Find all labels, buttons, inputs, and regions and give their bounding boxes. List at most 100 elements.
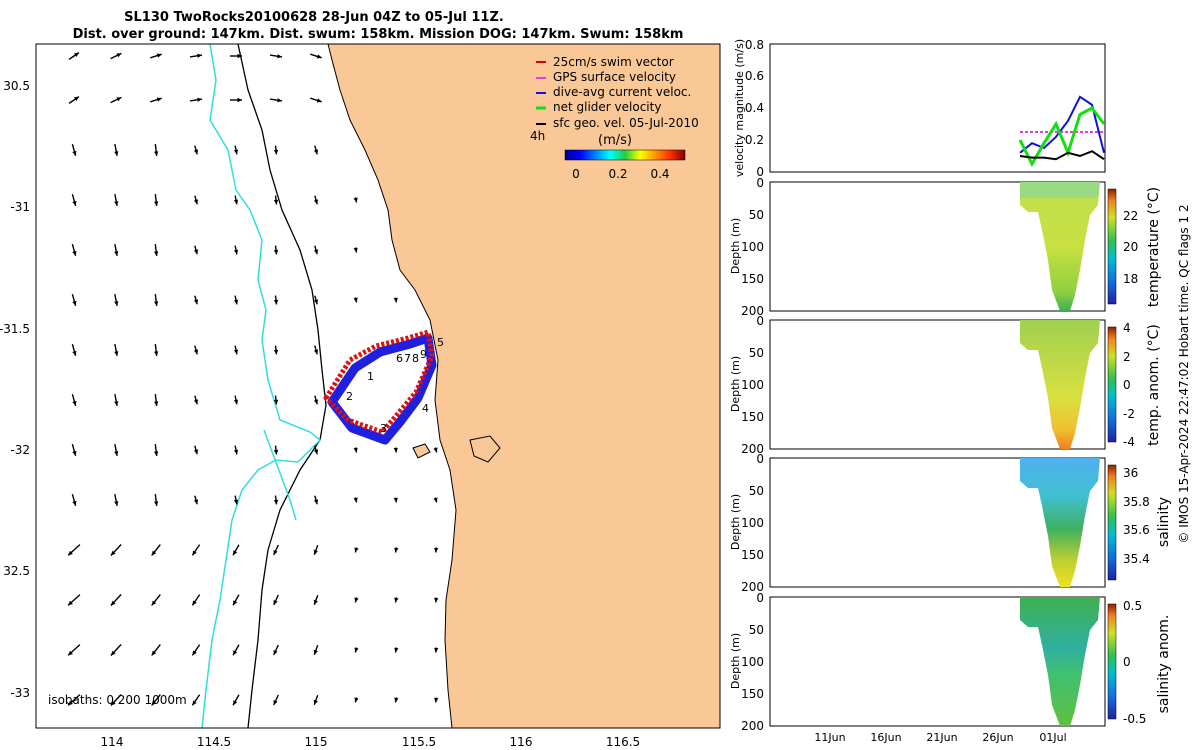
depth-tick: 0 <box>756 314 764 328</box>
lon-tick: 115 <box>305 735 328 749</box>
current-vector-arrowhead <box>193 299 199 305</box>
velocity-series-line <box>1018 106 1106 168</box>
current-vector-arrowhead <box>233 499 239 505</box>
salinity-cb-tick: 35.4 <box>1123 552 1150 566</box>
current-vector-arrowhead <box>233 249 239 255</box>
depth-tick: 150 <box>741 548 764 562</box>
track-label-2: 2 <box>346 390 353 403</box>
velocity-series <box>1018 95 1106 168</box>
current-vector-arrowhead <box>354 647 359 653</box>
map-panel: 1 2 3 4 5 6 7 8 9 114 114.5 115 115.5 11… <box>0 43 721 749</box>
speed-colorbar-tick: 0.2 <box>608 167 627 181</box>
current-vector-arrowhead <box>353 297 358 303</box>
current-vector-arrowhead <box>110 700 116 706</box>
lat-tick: 30.5 <box>3 79 30 93</box>
current-vector-arrowhead <box>154 251 159 256</box>
salinity-anom-cb-tick: 0 <box>1123 655 1131 669</box>
track-label-7: 7 <box>404 352 411 365</box>
current-vector-arrowhead <box>434 547 439 553</box>
velocity-series-line <box>1019 95 1105 154</box>
lon-tick: 114.5 <box>197 735 231 749</box>
current-vector-arrowhead <box>316 98 322 103</box>
current-vector-arrowhead <box>313 599 318 605</box>
current-vector-arrowhead <box>394 547 399 553</box>
current-vector-arrowhead <box>273 299 279 305</box>
swim-vector-track <box>323 329 435 435</box>
legend-item: sfc geo. vel. 05-Jul-2010 <box>553 116 699 130</box>
current-vector-arrowhead <box>233 149 239 155</box>
date-tick: 01Jul <box>1039 731 1066 744</box>
temp-anom-cb-tick: 2 <box>1123 350 1131 364</box>
section-depth-label: Depth (m) <box>729 633 742 689</box>
current-vector-arrowhead <box>116 53 122 58</box>
current-vector-arrowhead <box>233 299 239 305</box>
current-vector-arrowhead <box>154 201 159 206</box>
depth-tick: 200 <box>741 304 764 318</box>
current-vector-arrowhead <box>193 349 199 355</box>
temp-anom-cb-tick: 0 <box>1123 378 1131 392</box>
section-salinity: 36 35.8 35.6 35.4 salinity Depth (m) 0 5… <box>729 452 1172 594</box>
speed-colorbar-tick: 0 <box>572 167 580 181</box>
current-vector-arrowhead <box>72 200 77 206</box>
temp-anom-cb-tick: -2 <box>1123 407 1135 421</box>
current-vector-arrowhead <box>114 251 119 256</box>
land-mass <box>327 43 721 729</box>
current-vector-arrowhead <box>313 399 319 405</box>
current-vector-arrowhead <box>72 400 77 406</box>
current-vector-arrowhead <box>354 697 359 703</box>
track-label-5: 5 <box>437 336 444 349</box>
map-frame <box>35 43 721 729</box>
current-vector-arrowhead <box>393 297 398 303</box>
salinity-colorbar <box>1107 464 1117 581</box>
island <box>412 443 431 459</box>
current-vector-arrowhead <box>233 650 238 656</box>
current-vector-arrowhead <box>233 600 238 606</box>
current-vector-arrowhead <box>74 96 79 101</box>
depth-tick: 150 <box>741 410 764 424</box>
current-vector-arrowhead <box>393 497 398 503</box>
current-vector-arrowhead <box>192 550 197 556</box>
current-vector-arrowhead <box>273 399 279 405</box>
section-depth-label: Depth (m) <box>729 218 742 274</box>
current-vector-arrowhead <box>72 150 77 156</box>
depth-tick: 0 <box>756 591 764 605</box>
current-vector-arrowhead <box>110 650 116 656</box>
track-label-6: 6 <box>396 352 403 365</box>
section-temperature: 22 20 18 temperature (°C) Depth (m) 0 50… <box>729 176 1162 318</box>
track-label-3: 3 <box>380 422 387 435</box>
salinity-section-fill <box>1020 458 1100 587</box>
current-vector-arrowhead <box>233 399 239 405</box>
current-vector-arrowhead <box>233 449 239 455</box>
current-vector-arrowhead <box>72 450 77 456</box>
lon-tick: 114 <box>101 735 124 749</box>
salinity-cb-tick: 36 <box>1123 466 1138 480</box>
current-vector-arrowhead <box>193 199 199 205</box>
current-vector-arrowhead <box>114 501 119 506</box>
depth-tick: 100 <box>741 516 764 530</box>
speed-time-label: 4h <box>530 129 545 143</box>
current-vector-arrowhead <box>151 550 157 556</box>
current-vector-arrowhead <box>273 199 279 205</box>
temp-anom-cb-tick: -4 <box>1123 435 1135 449</box>
dive-avg-track <box>327 333 437 445</box>
current-vector-arrowhead <box>156 53 162 58</box>
temperature-surface-layer <box>1020 182 1100 198</box>
current-vector-arrowhead <box>394 697 399 703</box>
map-lat-ticks: 30.5 -31 -31.5 -32 32.5 -33 <box>0 79 30 700</box>
depth-tick: 50 <box>749 484 764 498</box>
current-vector-arrowhead <box>74 52 79 57</box>
current-vector-arrowhead <box>433 497 438 503</box>
current-vector-arrowhead <box>277 98 282 103</box>
current-vector-arrowhead <box>154 351 159 356</box>
track-labels: 1 2 3 4 5 6 7 8 9 <box>346 336 444 435</box>
current-vector-arrowhead <box>313 649 318 655</box>
track-label-1: 1 <box>367 370 374 383</box>
current-vector-arrowhead <box>116 97 122 102</box>
velocity-y-label: velocity magnitude (m/s) <box>733 39 746 177</box>
current-vector-arrowhead <box>393 447 398 453</box>
current-vector-arrowhead <box>433 447 438 453</box>
temperature-colorbar <box>1107 188 1117 305</box>
temperature-section-fill <box>1020 182 1100 311</box>
depth-tick: 150 <box>741 687 764 701</box>
